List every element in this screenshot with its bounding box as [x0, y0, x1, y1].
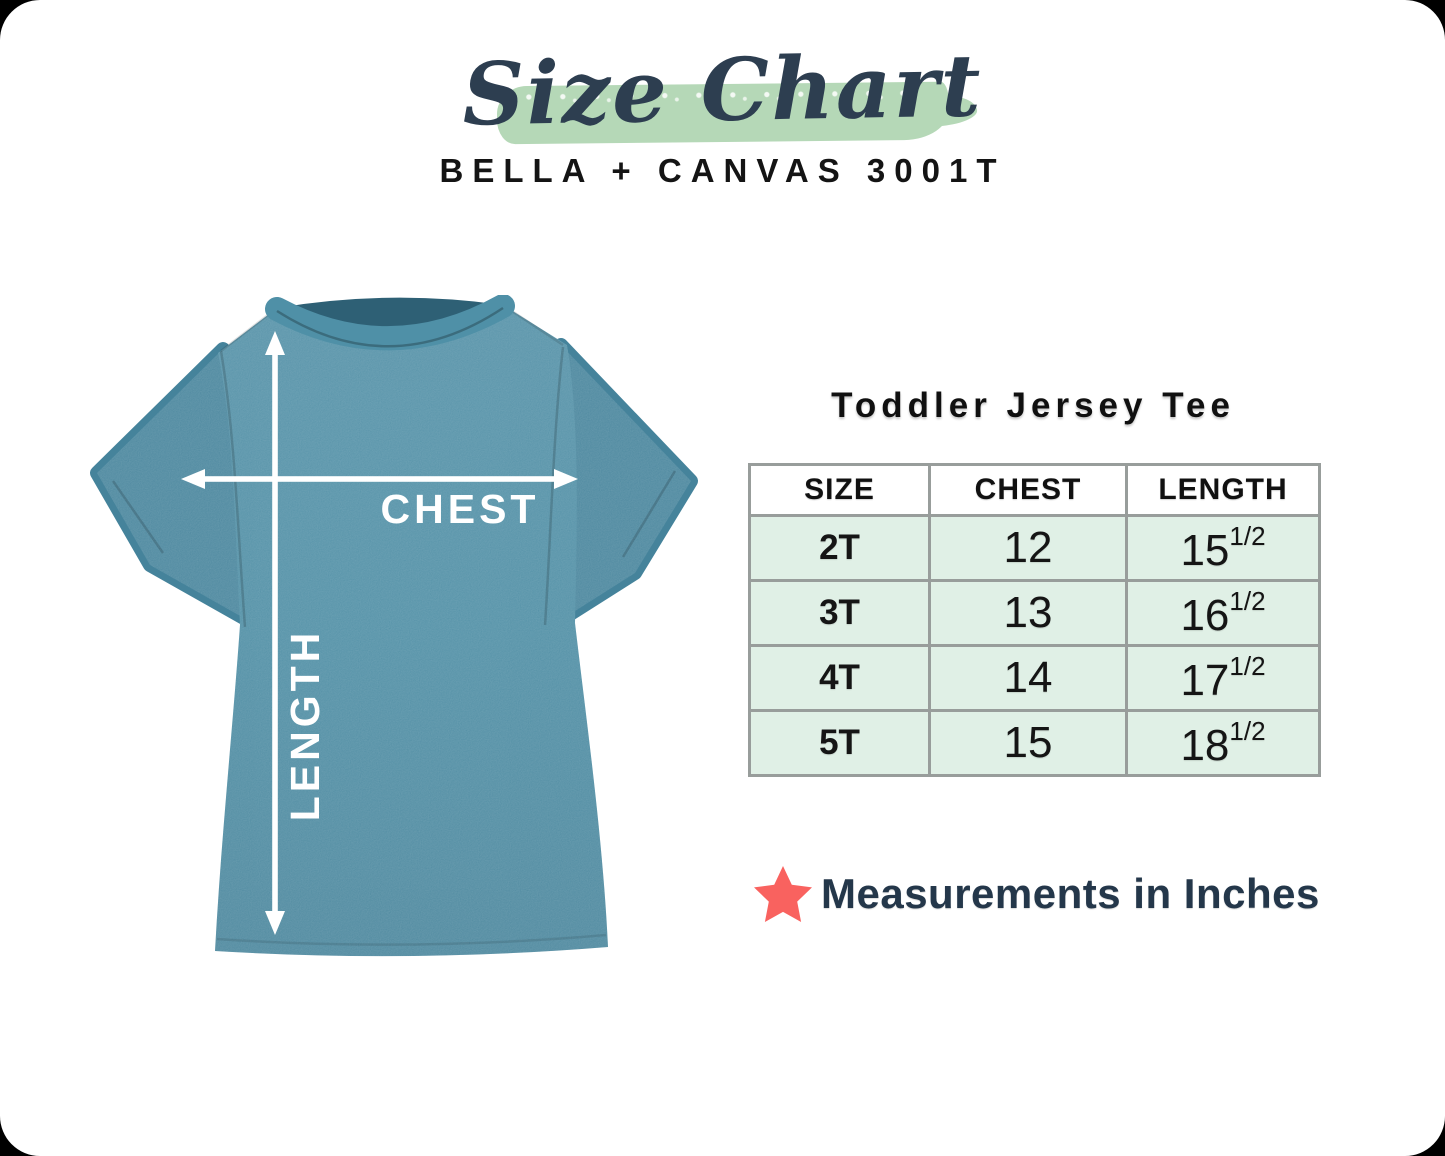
- chest-arrow: [181, 469, 578, 489]
- length-cell: 161/2: [1125, 579, 1321, 647]
- size-cell: 3T: [748, 579, 931, 647]
- chest-cell: 15: [928, 709, 1128, 777]
- size-cell: 4T: [748, 644, 931, 712]
- tshirt-seams: [111, 303, 677, 946]
- table-header-row: SIZE CHEST LENGTH: [748, 463, 1321, 517]
- col-header-length: LENGTH: [1125, 463, 1321, 517]
- table-row: 3T 13 161/2: [748, 579, 1321, 647]
- length-whole: 16: [1180, 590, 1230, 640]
- size-cell: 5T: [748, 709, 931, 777]
- length-fraction: 1/2: [1229, 715, 1266, 746]
- footnote-text: Measurements in Inches: [821, 870, 1320, 917]
- length-whole: 15: [1180, 525, 1230, 575]
- length-whole: 17: [1180, 655, 1230, 705]
- table-row: 4T 14 171/2: [748, 644, 1321, 712]
- length-cell: 171/2: [1125, 644, 1321, 712]
- length-fraction: 1/2: [1229, 650, 1266, 681]
- length-arrow: [265, 331, 285, 935]
- size-cell: 2T: [748, 514, 931, 582]
- table-row: 2T 12 151/2: [748, 514, 1321, 582]
- page-title: Size Chart: [461, 35, 984, 146]
- chest-cell: 13: [928, 579, 1128, 647]
- length-whole: 18: [1180, 720, 1230, 770]
- length-fraction: 1/2: [1229, 585, 1266, 616]
- length-label: LENGTH: [282, 629, 328, 822]
- tshirt-collar: [265, 294, 515, 351]
- star-icon: [754, 866, 812, 922]
- chest-cell: 14: [928, 644, 1128, 712]
- panel-title: Toddler Jersey Tee: [831, 386, 1235, 425]
- length-fraction: 1/2: [1229, 520, 1266, 551]
- chest-cell: 12: [928, 514, 1128, 582]
- tshirt-image: CHEST LENGTH: [90, 294, 698, 957]
- size-table: SIZE CHEST LENGTH 2T 12 151/2 3T 13 161/…: [748, 463, 1321, 777]
- length-cell: 181/2: [1125, 709, 1321, 777]
- tshirt-diagram: CHEST LENGTH: [75, 294, 715, 975]
- chest-label: CHEST: [381, 486, 540, 532]
- length-cell: 151/2: [1125, 514, 1321, 582]
- col-header-chest: CHEST: [928, 463, 1128, 517]
- footnote: Measurements in Inches: [753, 858, 1320, 930]
- table-row: 5T 15 181/2: [748, 709, 1321, 777]
- product-subtitle: BELLA + CANVAS 3001T: [439, 152, 1006, 189]
- col-header-size: SIZE: [748, 463, 931, 517]
